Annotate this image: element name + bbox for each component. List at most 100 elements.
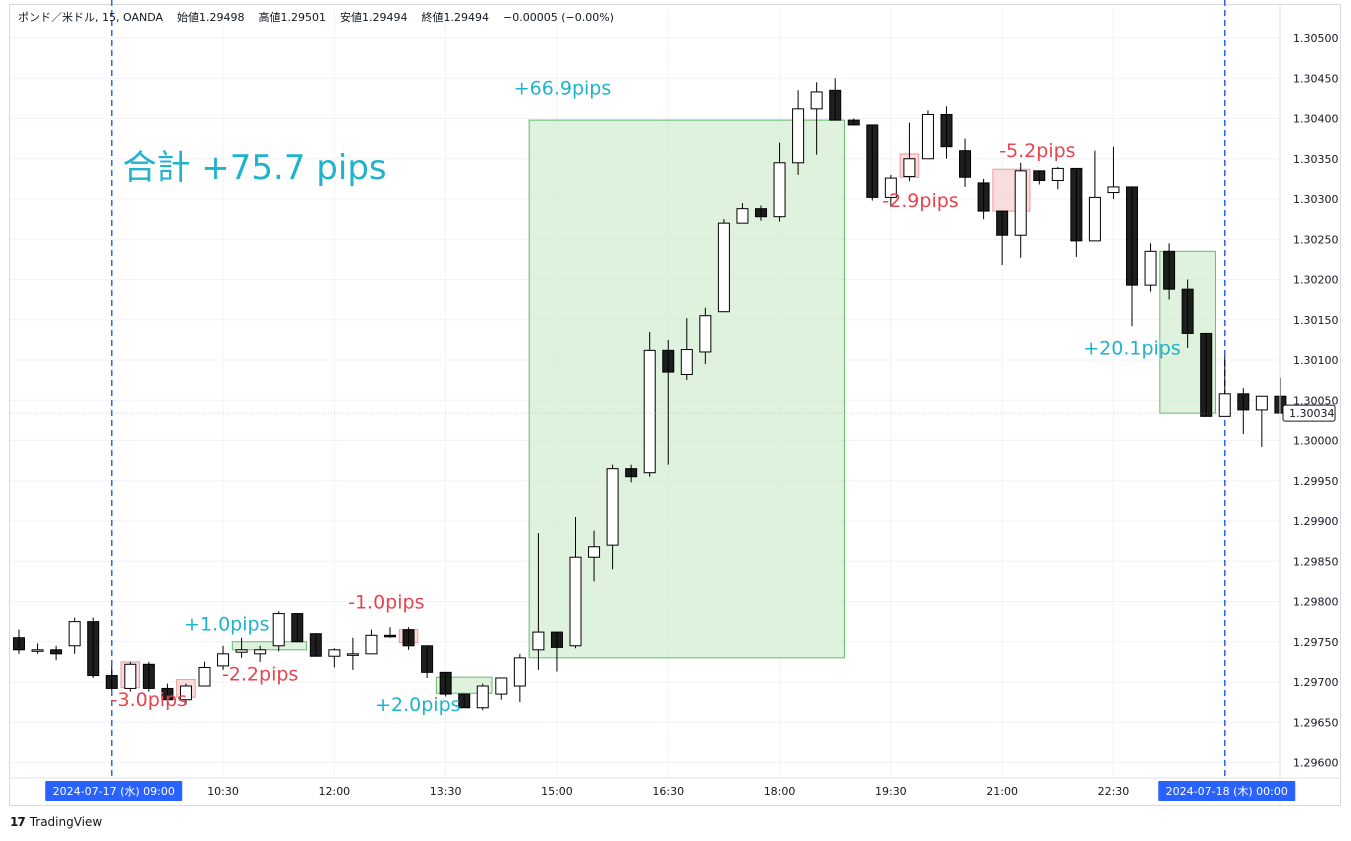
pips-annotation: +2.0pips <box>375 694 460 716</box>
candle-body[interactable] <box>810 91 823 110</box>
candle-body[interactable] <box>50 649 63 655</box>
candle-body[interactable] <box>680 349 693 375</box>
candle-body[interactable] <box>1051 167 1064 181</box>
candle-body[interactable] <box>1070 167 1083 242</box>
candle-body[interactable] <box>254 649 267 655</box>
candle-body[interactable] <box>921 113 934 160</box>
time-tick-label: 18:00 <box>764 785 796 798</box>
candle-body[interactable] <box>662 349 675 373</box>
symbol-header: ポンド／米ドル, 15, OANDA 始値1.29498 高値1.29501 安… <box>18 9 614 25</box>
candle-body[interactable] <box>1181 288 1194 334</box>
candle-body[interactable] <box>328 649 341 657</box>
profit-range-box[interactable] <box>528 119 845 659</box>
candle-body[interactable] <box>532 631 545 651</box>
time-highlight-badge[interactable] <box>1158 781 1296 801</box>
candle-body[interactable] <box>31 649 44 652</box>
candle-body[interactable] <box>1033 170 1046 181</box>
candle-body[interactable] <box>235 649 248 653</box>
candle-body[interactable] <box>1014 170 1027 236</box>
candle-body[interactable] <box>940 113 953 148</box>
candle-body[interactable] <box>1237 393 1250 411</box>
candle-body[interactable] <box>792 108 805 164</box>
candle-body[interactable] <box>309 633 322 657</box>
price-tick-label: 1.30400 <box>1293 113 1339 126</box>
candle-body[interactable] <box>291 613 304 643</box>
candle-body[interactable] <box>1218 393 1231 417</box>
candle-body[interactable] <box>1255 395 1268 411</box>
candle-body[interactable] <box>996 210 1009 236</box>
candle-body[interactable] <box>699 315 712 353</box>
price-tick-label: 1.29650 <box>1293 716 1339 729</box>
price-tick-label: 1.29750 <box>1293 636 1339 649</box>
candle-body[interactable] <box>606 468 619 546</box>
candle-body[interactable] <box>829 89 842 121</box>
price-tick-label: 1.30500 <box>1293 32 1339 45</box>
price-tick-label: 1.29600 <box>1293 757 1339 770</box>
price-tick-label: 1.30300 <box>1293 193 1339 206</box>
pips-annotation: -2.9pips <box>882 190 958 212</box>
candle-body[interactable] <box>124 663 137 689</box>
candle-body[interactable] <box>1163 250 1176 290</box>
candle-body[interactable] <box>903 158 916 177</box>
high-value: 高値1.29501 <box>258 11 327 24</box>
price-tick-label: 1.30450 <box>1293 72 1339 85</box>
candle-body[interactable] <box>959 150 972 178</box>
price-tick-label: 1.29800 <box>1293 596 1339 609</box>
candle-body[interactable] <box>847 119 860 126</box>
candle-body[interactable] <box>142 663 155 689</box>
candle-body[interactable] <box>1107 186 1120 194</box>
tradingview-logo-icon: 17 <box>10 815 26 829</box>
time-tick-label: 10:30 <box>207 785 239 798</box>
candle-body[interactable] <box>179 685 192 701</box>
candle-body[interactable] <box>588 546 601 558</box>
candle-body[interactable] <box>884 177 897 198</box>
candle-body[interactable] <box>1144 250 1157 286</box>
current-price-tag[interactable] <box>1282 404 1336 422</box>
candle-body[interactable] <box>513 657 526 687</box>
pips-annotation: -1.0pips <box>348 592 424 614</box>
candle-body[interactable] <box>476 685 489 709</box>
candle-body[interactable] <box>68 621 81 647</box>
candle-body[interactable] <box>643 349 656 474</box>
candle-body[interactable] <box>866 124 879 198</box>
candle-body[interactable] <box>198 667 211 687</box>
candle-body[interactable] <box>1200 332 1213 417</box>
candle-body[interactable] <box>217 653 230 667</box>
candle-body[interactable] <box>365 634 378 655</box>
candle-body[interactable] <box>625 468 638 478</box>
candle-body[interactable] <box>755 208 767 218</box>
candle-body[interactable] <box>13 637 25 651</box>
price-tick-label: 1.30200 <box>1293 274 1339 287</box>
candle-body[interactable] <box>87 621 100 677</box>
pips-annotation: 合計 +75.7 pips <box>123 148 387 188</box>
symbol-label[interactable]: ポンド／米ドル, 15, OANDA <box>18 11 164 24</box>
candle-body[interactable] <box>773 162 786 218</box>
pips-annotation: +20.1pips <box>1083 337 1181 359</box>
candle-body[interactable] <box>717 222 730 313</box>
candle-body[interactable] <box>977 182 990 212</box>
time-tick-label: 21:00 <box>986 785 1018 798</box>
candle-body[interactable] <box>736 208 749 224</box>
profit-range-box[interactable] <box>231 641 308 651</box>
pips-annotation: -3.0pips <box>111 689 187 711</box>
candle-body[interactable] <box>384 634 396 638</box>
candle-body[interactable] <box>1126 186 1138 286</box>
candle-body[interactable] <box>272 613 285 647</box>
candle-body[interactable] <box>569 556 582 647</box>
candle-body[interactable] <box>105 675 118 689</box>
price-tick-label: 1.30250 <box>1293 233 1339 246</box>
candle-body[interactable] <box>1088 196 1101 242</box>
candle-body[interactable] <box>550 631 563 648</box>
time-tick-label: 22:30 <box>1098 785 1130 798</box>
time-tick-label: 2024-07-17 (水) 09:00 <box>53 785 175 798</box>
candle-body[interactable] <box>421 645 434 673</box>
candle-body[interactable] <box>458 693 471 709</box>
candle-body[interactable] <box>346 653 359 656</box>
candle-body[interactable] <box>439 671 452 695</box>
candle-body[interactable] <box>402 629 415 647</box>
tradingview-brand[interactable]: 17 TradingView <box>10 815 102 829</box>
candle-body[interactable] <box>161 687 174 701</box>
time-highlight-badge[interactable] <box>45 781 183 801</box>
candle-body[interactable] <box>495 677 508 695</box>
